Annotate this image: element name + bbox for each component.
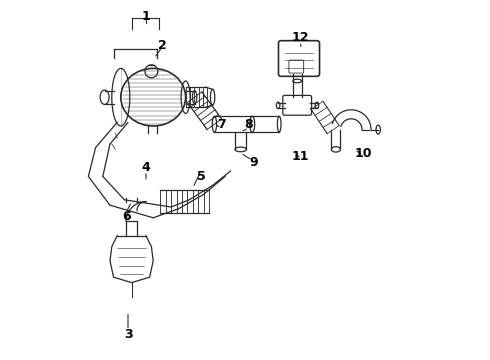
Text: 8: 8 [245,118,253,131]
Text: 11: 11 [292,150,310,163]
Text: 1: 1 [142,10,150,23]
Text: 5: 5 [197,170,206,183]
Text: 12: 12 [292,31,310,44]
Text: 7: 7 [217,118,226,131]
Text: 3: 3 [123,328,132,341]
Text: 10: 10 [355,147,372,159]
Text: 4: 4 [142,161,150,174]
Text: 2: 2 [158,39,167,51]
Text: 6: 6 [122,210,130,222]
Text: 9: 9 [250,156,258,168]
